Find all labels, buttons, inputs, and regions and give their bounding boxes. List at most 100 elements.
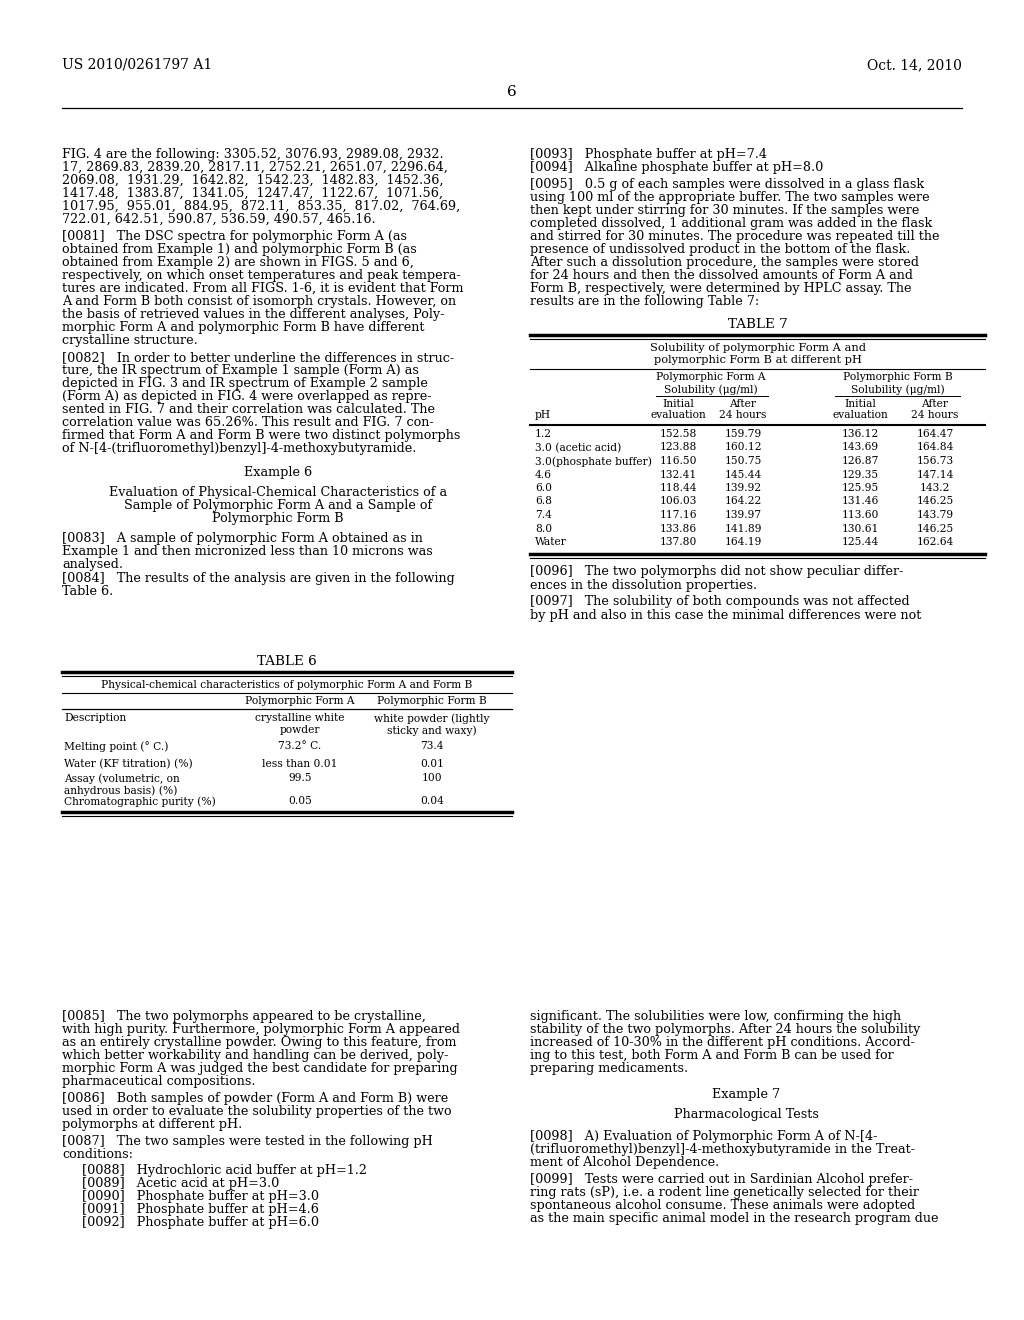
Text: conditions:: conditions: (62, 1148, 133, 1162)
Text: used in order to evaluate the solubility properties of the two: used in order to evaluate the solubility… (62, 1105, 452, 1118)
Text: [0091]   Phosphate buffer at pH=4.6: [0091] Phosphate buffer at pH=4.6 (82, 1203, 318, 1216)
Text: 722.01, 642.51, 590.87, 536.59, 490.57, 465.16.: 722.01, 642.51, 590.87, 536.59, 490.57, … (62, 213, 376, 226)
Text: 3.0 (acetic acid): 3.0 (acetic acid) (535, 442, 622, 453)
Text: spontaneous alcohol consume. These animals were adopted: spontaneous alcohol consume. These anima… (530, 1199, 915, 1212)
Text: 164.47: 164.47 (916, 429, 953, 440)
Text: Sample of Polymorphic Form A and a Sample of: Sample of Polymorphic Form A and a Sampl… (124, 499, 432, 512)
Text: [0082]   In order to better underline the differences in struc-: [0082] In order to better underline the … (62, 351, 454, 364)
Text: 141.89: 141.89 (724, 524, 762, 533)
Text: Example 7: Example 7 (712, 1088, 780, 1101)
Text: Evaluation of Physical-Chemical Characteristics of a: Evaluation of Physical-Chemical Characte… (109, 486, 447, 499)
Text: 118.44: 118.44 (659, 483, 696, 492)
Text: 1417.48,  1383.87,  1341.05,  1247.47,  1122.67,  1071.56,: 1417.48, 1383.87, 1341.05, 1247.47, 1122… (62, 187, 443, 201)
Text: TABLE 6: TABLE 6 (257, 655, 316, 668)
Text: TABLE 7: TABLE 7 (728, 318, 787, 331)
Text: 6: 6 (507, 84, 517, 99)
Text: ture, the IR spectrum of Example 1 sample (Form A) as: ture, the IR spectrum of Example 1 sampl… (62, 364, 419, 378)
Text: [0090]   Phosphate buffer at pH=3.0: [0090] Phosphate buffer at pH=3.0 (82, 1191, 319, 1203)
Text: pH: pH (535, 411, 551, 420)
Text: white powder (lightly: white powder (lightly (374, 713, 489, 723)
Text: 156.73: 156.73 (916, 455, 953, 466)
Text: [0092]   Phosphate buffer at pH=6.0: [0092] Phosphate buffer at pH=6.0 (82, 1216, 319, 1229)
Text: 143.69: 143.69 (842, 442, 879, 453)
Text: 106.03: 106.03 (659, 496, 696, 507)
Text: 139.97: 139.97 (724, 510, 762, 520)
Text: 125.44: 125.44 (842, 537, 879, 546)
Text: evaluation: evaluation (833, 411, 888, 420)
Text: 131.46: 131.46 (842, 496, 879, 507)
Text: 73.2° C.: 73.2° C. (279, 741, 322, 751)
Text: morphic Form A and polymorphic Form B have different: morphic Form A and polymorphic Form B ha… (62, 321, 425, 334)
Text: with high purity. Furthermore, polymorphic Form A appeared: with high purity. Furthermore, polymorph… (62, 1023, 460, 1036)
Text: polymorphic Form B at different pH: polymorphic Form B at different pH (653, 355, 861, 366)
Text: US 2010/0261797 A1: US 2010/0261797 A1 (62, 58, 212, 73)
Text: 3.0(phosphate buffer): 3.0(phosphate buffer) (535, 455, 652, 466)
Text: (Form A) as depicted in FIG. 4 were overlapped as repre-: (Form A) as depicted in FIG. 4 were over… (62, 389, 431, 403)
Text: Solubility of polymorphic Form A and: Solubility of polymorphic Form A and (649, 343, 865, 352)
Text: [0095]   0.5 g of each samples were dissolved in a glass flask: [0095] 0.5 g of each samples were dissol… (530, 178, 924, 191)
Text: crystalline structure.: crystalline structure. (62, 334, 198, 347)
Text: 0.04: 0.04 (420, 796, 444, 807)
Text: obtained from Example 1) and polymorphic Form B (as: obtained from Example 1) and polymorphic… (62, 243, 417, 256)
Text: correlation value was 65.26%. This result and FIG. 7 con-: correlation value was 65.26%. This resul… (62, 416, 433, 429)
Text: [0096]   The two polymorphs did not show peculiar differ-: [0096] The two polymorphs did not show p… (530, 565, 903, 578)
Text: as an entirely crystalline powder. Owing to this feature, from: as an entirely crystalline powder. Owing… (62, 1036, 457, 1049)
Text: Initial: Initial (844, 399, 876, 409)
Text: stability of the two polymorphs. After 24 hours the solubility: stability of the two polymorphs. After 2… (530, 1023, 921, 1036)
Text: tures are indicated. From all FIGS. 1-6, it is evident that Form: tures are indicated. From all FIGS. 1-6,… (62, 282, 464, 294)
Text: depicted in FIG. 3 and IR spectrum of Example 2 sample: depicted in FIG. 3 and IR spectrum of Ex… (62, 378, 428, 389)
Text: ment of Alcohol Dependence.: ment of Alcohol Dependence. (530, 1156, 719, 1170)
Text: After: After (922, 399, 948, 409)
Text: Water (KF titration) (%): Water (KF titration) (%) (63, 759, 193, 770)
Text: 2069.08,  1931.29,  1642.82,  1542.23,  1482.83,  1452.36,: 2069.08, 1931.29, 1642.82, 1542.23, 1482… (62, 174, 443, 187)
Text: [0099]   Tests were carried out in Sardinian Alcohol prefer-: [0099] Tests were carried out in Sardini… (530, 1173, 913, 1185)
Text: the basis of retrieved values in the different analyses, Poly-: the basis of retrieved values in the dif… (62, 308, 444, 321)
Text: presence of undissolved product in the bottom of the flask.: presence of undissolved product in the b… (530, 243, 910, 256)
Text: 160.12: 160.12 (724, 442, 762, 453)
Text: 152.58: 152.58 (659, 429, 696, 440)
Text: 116.50: 116.50 (659, 455, 696, 466)
Text: A and Form B both consist of isomorph crystals. However, on: A and Form B both consist of isomorph cr… (62, 294, 456, 308)
Text: Chromatographic purity (%): Chromatographic purity (%) (63, 796, 216, 807)
Text: Description: Description (63, 713, 126, 723)
Text: 133.86: 133.86 (659, 524, 696, 533)
Text: anhydrous basis) (%): anhydrous basis) (%) (63, 785, 177, 796)
Text: increased of 10-30% in the different pH conditions. Accord-: increased of 10-30% in the different pH … (530, 1036, 914, 1049)
Text: After: After (729, 399, 757, 409)
Text: 24 hours: 24 hours (911, 411, 958, 420)
Text: of N-[4-(trifluoromethyl)benzyl]-4-methoxybutyramide.: of N-[4-(trifluoromethyl)benzyl]-4-metho… (62, 442, 417, 455)
Text: 139.92: 139.92 (724, 483, 762, 492)
Text: Pharmacological Tests: Pharmacological Tests (674, 1107, 818, 1121)
Text: 24 hours: 24 hours (719, 411, 767, 420)
Text: powder: powder (280, 725, 321, 735)
Text: 1017.95,  955.01,  884.95,  872.11,  853.35,  817.02,  764.69,: 1017.95, 955.01, 884.95, 872.11, 853.35,… (62, 201, 460, 213)
Text: 0.05: 0.05 (288, 796, 312, 807)
Text: Polymorphic Form B: Polymorphic Form B (212, 512, 344, 525)
Text: Example 1 and then micronized less than 10 microns was: Example 1 and then micronized less than … (62, 545, 433, 558)
Text: [0086]   Both samples of powder (Form A and Form B) were: [0086] Both samples of powder (Form A an… (62, 1092, 449, 1105)
Text: 132.41: 132.41 (659, 470, 696, 479)
Text: [0088]   Hydrochloric acid buffer at pH=1.2: [0088] Hydrochloric acid buffer at pH=1.… (82, 1164, 367, 1177)
Text: Assay (volumetric, on: Assay (volumetric, on (63, 774, 180, 784)
Text: 146.25: 146.25 (916, 524, 953, 533)
Text: for 24 hours and then the dissolved amounts of Form A and: for 24 hours and then the dissolved amou… (530, 269, 913, 282)
Text: 4.6: 4.6 (535, 470, 552, 479)
Text: results are in the following Table 7:: results are in the following Table 7: (530, 294, 759, 308)
Text: 143.79: 143.79 (916, 510, 953, 520)
Text: Table 6.: Table 6. (62, 585, 114, 598)
Text: 129.35: 129.35 (842, 470, 879, 479)
Text: [0081]   The DSC spectra for polymorphic Form A (as: [0081] The DSC spectra for polymorphic F… (62, 230, 407, 243)
Text: [0087]   The two samples were tested in the following pH: [0087] The two samples were tested in th… (62, 1135, 433, 1148)
Text: 146.25: 146.25 (916, 496, 953, 507)
Text: Form B, respectively, were determined by HPLC assay. The: Form B, respectively, were determined by… (530, 282, 911, 294)
Text: [0094]   Alkaline phosphate buffer at pH=8.0: [0094] Alkaline phosphate buffer at pH=8… (530, 161, 823, 174)
Text: 126.87: 126.87 (842, 455, 879, 466)
Text: Polymorphic Form B: Polymorphic Form B (843, 372, 952, 381)
Text: 100: 100 (422, 774, 442, 783)
Text: ences in the dissolution properties.: ences in the dissolution properties. (530, 578, 757, 591)
Text: Melting point (° C.): Melting point (° C.) (63, 741, 169, 752)
Text: 117.16: 117.16 (659, 510, 696, 520)
Text: Example 6: Example 6 (244, 466, 312, 479)
Text: 147.14: 147.14 (916, 470, 953, 479)
Text: Polymorphic Form A: Polymorphic Form A (655, 372, 765, 381)
